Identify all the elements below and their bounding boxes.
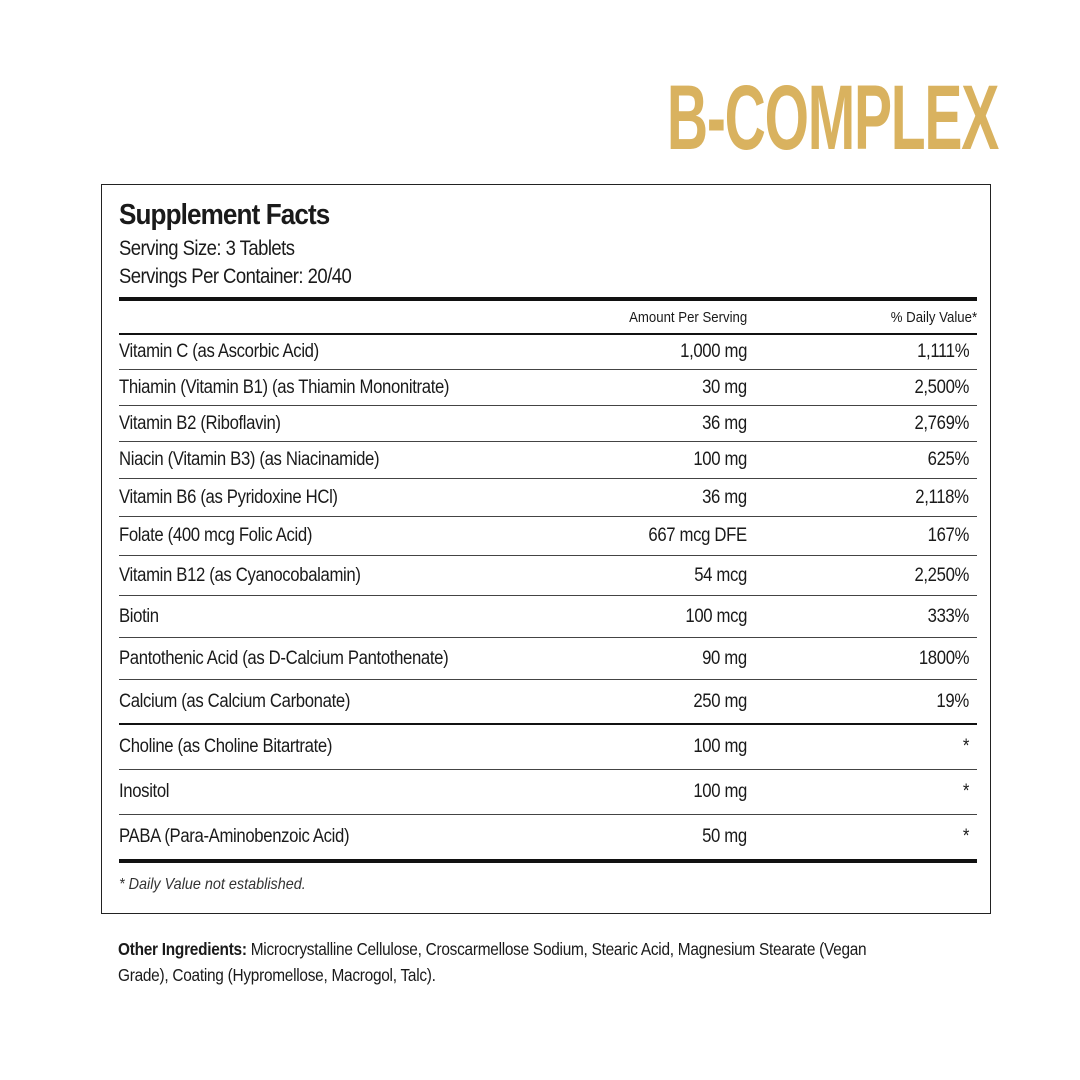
- table-row: Vitamin B12 (as Cyanocobalamin) 54 mcg 2,2…: [119, 555, 977, 595]
- nutrient-name: Folate (400 mcg Folic Acid): [119, 525, 313, 546]
- nutrient-daily-value: 167%: [927, 525, 970, 546]
- nutrient-daily-value: 1,111%: [916, 341, 969, 362]
- nutrient-amount: 50 mg: [702, 826, 747, 847]
- nutrient-name: Vitamin B2 (Riboflavin): [119, 412, 281, 434]
- table-row: Choline (as Choline Bitartrate) 100 mg *: [119, 723, 977, 769]
- nutrient-daily-value: *: [962, 826, 970, 847]
- divider: [119, 859, 977, 863]
- serving-size: Serving Size: 3 Tablets: [119, 237, 295, 260]
- nutrient-name: Inositol: [119, 781, 170, 802]
- nutrient-amount: 100 mg: [693, 781, 747, 802]
- nutrient-amount: 100 mcg: [685, 605, 747, 627]
- nutrient-daily-value: 2,500%: [914, 376, 969, 398]
- supplement-facts-panel: Supplement Facts Serving Size: 3 Tablets…: [101, 184, 991, 914]
- table-row: Niacin (Vitamin B3) (as Niacinamide) 100 …: [119, 441, 977, 478]
- nutrient-name: Vitamin B6 (as Pyridoxine HCl): [119, 486, 338, 508]
- table-row: Vitamin B6 (as Pyridoxine HCl) 36 mg 2,118…: [119, 478, 977, 516]
- nutrient-amount: 250 mg: [693, 690, 747, 712]
- nutrient-daily-value: 19%: [936, 690, 970, 712]
- footnote: * Daily Value not established.: [119, 876, 306, 893]
- table-row: Folate (400 mcg Folic Acid) 667 mcg DFE 16…: [119, 516, 977, 555]
- nutrient-daily-value: *: [962, 781, 970, 802]
- nutrient-amount: 36 mg: [702, 412, 747, 434]
- nutrient-amount: 667 mcg DFE: [648, 525, 748, 546]
- table-row: Vitamin C (as Ascorbic Acid) 1,000 mg 1,11…: [119, 333, 977, 369]
- nutrient-name: Pantothenic Acid (as D-Calcium Pantothen…: [119, 647, 449, 669]
- other-ingredients-label: Other Ingredients:: [118, 939, 247, 959]
- servings-per-container: Servings Per Container: 20/40: [119, 265, 352, 288]
- nutrient-table: Vitamin C (as Ascorbic Acid) 1,000 mg 1,11…: [119, 333, 977, 863]
- nutrient-amount: 36 mg: [702, 486, 747, 508]
- nutrient-daily-value: 333%: [927, 605, 970, 627]
- panel-title: Supplement Facts: [119, 199, 330, 231]
- table-row: Inositol 100 mg *: [119, 769, 977, 814]
- header-daily-value: % Daily Value*: [890, 309, 977, 326]
- other-ingredients-text: Microcrystalline Cellulose, Croscarmello…: [118, 939, 867, 985]
- nutrient-daily-value: 2,769%: [914, 412, 969, 434]
- nutrient-daily-value: *: [962, 736, 970, 757]
- nutrient-name: PABA (Para-Aminobenzoic Acid): [119, 826, 350, 847]
- nutrient-name: Choline (as Choline Bitartrate): [119, 736, 333, 757]
- nutrient-daily-value: 2,118%: [915, 486, 970, 508]
- nutrient-amount: 100 mg: [693, 449, 747, 470]
- nutrient-name: Niacin (Vitamin B3) (as Niacinamide): [119, 449, 380, 470]
- nutrient-amount: 54 mcg: [694, 564, 747, 586]
- product-title: B-COMPLEX: [666, 67, 999, 169]
- header-amount: Amount Per Serving: [628, 309, 747, 326]
- table-row: PABA (Para-Aminobenzoic Acid) 50 mg *: [119, 814, 977, 859]
- nutrient-amount: 30 mg: [702, 376, 747, 398]
- nutrient-amount: 100 mg: [693, 736, 747, 757]
- nutrient-daily-value: 1800%: [918, 647, 970, 669]
- table-row: Calcium (as Calcium Carbonate) 250 mg 19%: [119, 679, 977, 723]
- table-header: Amount Per Serving % Daily Value*: [119, 303, 977, 333]
- other-ingredients: Other Ingredients: Microcrystalline Cell…: [118, 936, 910, 988]
- nutrient-name: Vitamin B12 (as Cyanocobalamin): [119, 564, 361, 586]
- nutrient-name: Biotin: [119, 605, 159, 627]
- nutrient-name: Vitamin C (as Ascorbic Acid): [119, 341, 319, 362]
- nutrient-name: Thiamin (Vitamin B1) (as Thiamin Mononit…: [119, 376, 450, 398]
- table-row: Pantothenic Acid (as D-Calcium Pantothen…: [119, 637, 977, 679]
- table-row: Thiamin (Vitamin B1) (as Thiamin Mononit…: [119, 369, 977, 405]
- nutrient-amount: 90 mg: [702, 647, 747, 669]
- table-row: Biotin 100 mcg 333%: [119, 595, 977, 637]
- divider: [119, 297, 977, 301]
- nutrient-amount: 1,000 mg: [680, 341, 747, 362]
- table-row: Vitamin B2 (Riboflavin) 36 mg 2,769%: [119, 405, 977, 441]
- nutrient-daily-value: 2,250%: [914, 564, 969, 586]
- nutrient-daily-value: 625%: [927, 449, 970, 470]
- nutrient-name: Calcium (as Calcium Carbonate): [119, 690, 351, 712]
